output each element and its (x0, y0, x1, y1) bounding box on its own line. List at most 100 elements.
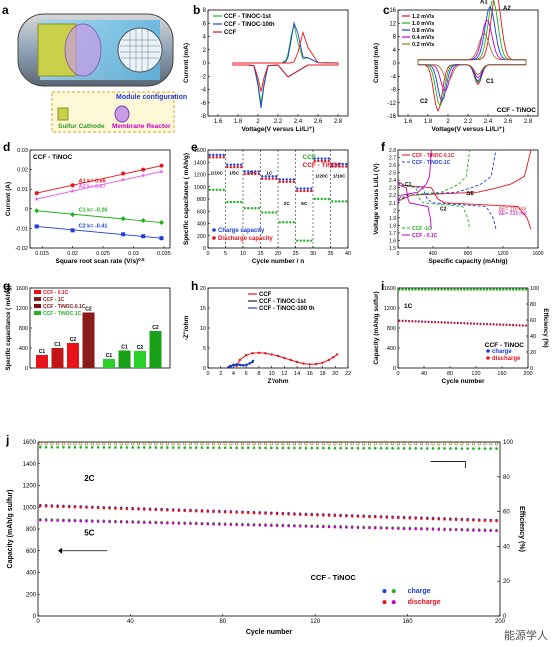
discharge-2c-point (200, 510, 204, 513)
x-tick-label: 10 (269, 371, 275, 377)
ccf-point (310, 239, 313, 242)
discharge-point (482, 323, 485, 326)
eff-2c-point (217, 442, 221, 446)
tinoc-charge-point (334, 162, 337, 166)
x-tick-label: 30 (310, 251, 316, 257)
x-tick-label: 40 (421, 371, 427, 377)
cv-curve-2 (232, 30, 339, 92)
discharge-5c-point (252, 523, 256, 527)
rate-label: 1/5C (229, 171, 240, 177)
discharge-5c-point (131, 521, 135, 524)
y-tick-label: 1600 (194, 148, 206, 154)
discharge-point (437, 321, 440, 324)
discharge-2c-point (339, 514, 342, 518)
fit-line-A1 (36, 165, 162, 194)
arrow-to-efficiency (430, 461, 466, 469)
discharge-2c-point (425, 517, 429, 521)
eff-5c-point (183, 446, 186, 449)
discharge-5c-point (137, 521, 140, 524)
legend-label: charge (492, 349, 512, 355)
eff-2c-point (223, 442, 227, 446)
discharge-point (502, 324, 505, 327)
discharge-2c-point (449, 518, 452, 521)
y-tick-label: 1.8 (389, 223, 396, 229)
y-right-tick-label: 40 (530, 334, 536, 340)
discharge-2c-point (85, 506, 88, 509)
tinoc-charge-point (331, 162, 334, 166)
discharge-2c-point (131, 507, 135, 511)
eff-5c-point (241, 446, 244, 450)
discharge-2c-point (321, 514, 325, 517)
ccf-point (240, 200, 243, 204)
annot-A2: A2 (503, 6, 511, 12)
y-tick-label: -8 (391, 88, 397, 94)
fit-label-C1: C1 k= -0.26 (79, 208, 108, 214)
ccf-point (222, 188, 225, 192)
ccf-point (345, 200, 348, 203)
eis-point (248, 362, 252, 365)
fit-label-A2: A2 k= 0.67 (79, 184, 106, 190)
y-right-tick-label: 60 (530, 318, 536, 324)
eff-2c-point (84, 442, 89, 446)
eis-point (264, 352, 267, 355)
eff-5c-point (443, 447, 446, 450)
ccf-point (247, 206, 250, 210)
discharge-2c-point (125, 507, 129, 511)
x-tick-label: 160 (497, 371, 506, 377)
discharge-5c-point (44, 518, 48, 522)
x-tick-label: 1.6 (214, 119, 223, 125)
y-tick-label: 1000 (194, 185, 206, 191)
rate-2c-label: 2C (84, 474, 94, 483)
eff-5c-point (321, 446, 325, 450)
x-tick-label: 120 (310, 619, 321, 625)
y-tick-label: 0.02 (17, 168, 28, 174)
x-tick-label: 400 (429, 251, 438, 257)
eis-point (289, 358, 292, 362)
tinoc-discharge-point (331, 165, 334, 168)
eff-5c-point (449, 447, 452, 450)
discharge-2c-point (275, 512, 279, 516)
sulfur-cathode-label: Sulfur Cathode (58, 123, 105, 130)
ccf-point (257, 206, 260, 210)
discharge-5c-point (316, 525, 319, 528)
panel-g-axes: g 0 400 800 1200 1600 Specific capacitance ( m… (3, 279, 171, 372)
eff-5c-point (316, 446, 319, 450)
discharge-point (525, 324, 528, 327)
eff-2c-point (304, 442, 308, 446)
eis-point (239, 364, 242, 367)
eff-2c-point (188, 442, 193, 446)
legend-swatch (34, 290, 41, 294)
y-tick-label: 1400 (23, 462, 37, 468)
eff-2c-point (131, 442, 135, 446)
eff-2c-point (183, 442, 187, 446)
y-tick-label: 1.6 (389, 238, 396, 244)
reactor-icon (114, 105, 130, 123)
eff-2c-point (154, 442, 158, 446)
legend-label: 0.8 mV/s (412, 28, 434, 34)
y-tick-label: 5 (203, 346, 206, 352)
eff-5c-point (102, 446, 106, 449)
x-tick-label: 120 (471, 371, 480, 377)
tinoc-charge-point (257, 170, 260, 173)
discharge-point (421, 320, 424, 323)
y-tick-label: 15 (200, 306, 206, 312)
tinoc-charge-point (306, 187, 309, 190)
eff-2c-point (362, 442, 366, 446)
eff-5c-point (345, 446, 348, 450)
discharge-point (408, 320, 411, 323)
discharge-2c-point (402, 516, 406, 520)
eff-5c-point (310, 446, 314, 450)
ccf-point (271, 211, 274, 214)
discharge-5c-point (189, 522, 192, 525)
eff-5c-point (44, 445, 48, 449)
discharge-2c-point (166, 508, 169, 512)
eff-5c-point (223, 446, 227, 450)
eff-2c-point (90, 442, 94, 446)
ccf-point (324, 197, 327, 201)
x-tick-label: 2.8 (334, 119, 343, 125)
point-C1 (70, 212, 76, 218)
panel-e-xlabel: Cycle number / n (252, 258, 304, 265)
discharge-point (401, 320, 404, 323)
xlabel-exponent: 0.5 (138, 257, 145, 262)
eff-5c-point (472, 447, 475, 450)
